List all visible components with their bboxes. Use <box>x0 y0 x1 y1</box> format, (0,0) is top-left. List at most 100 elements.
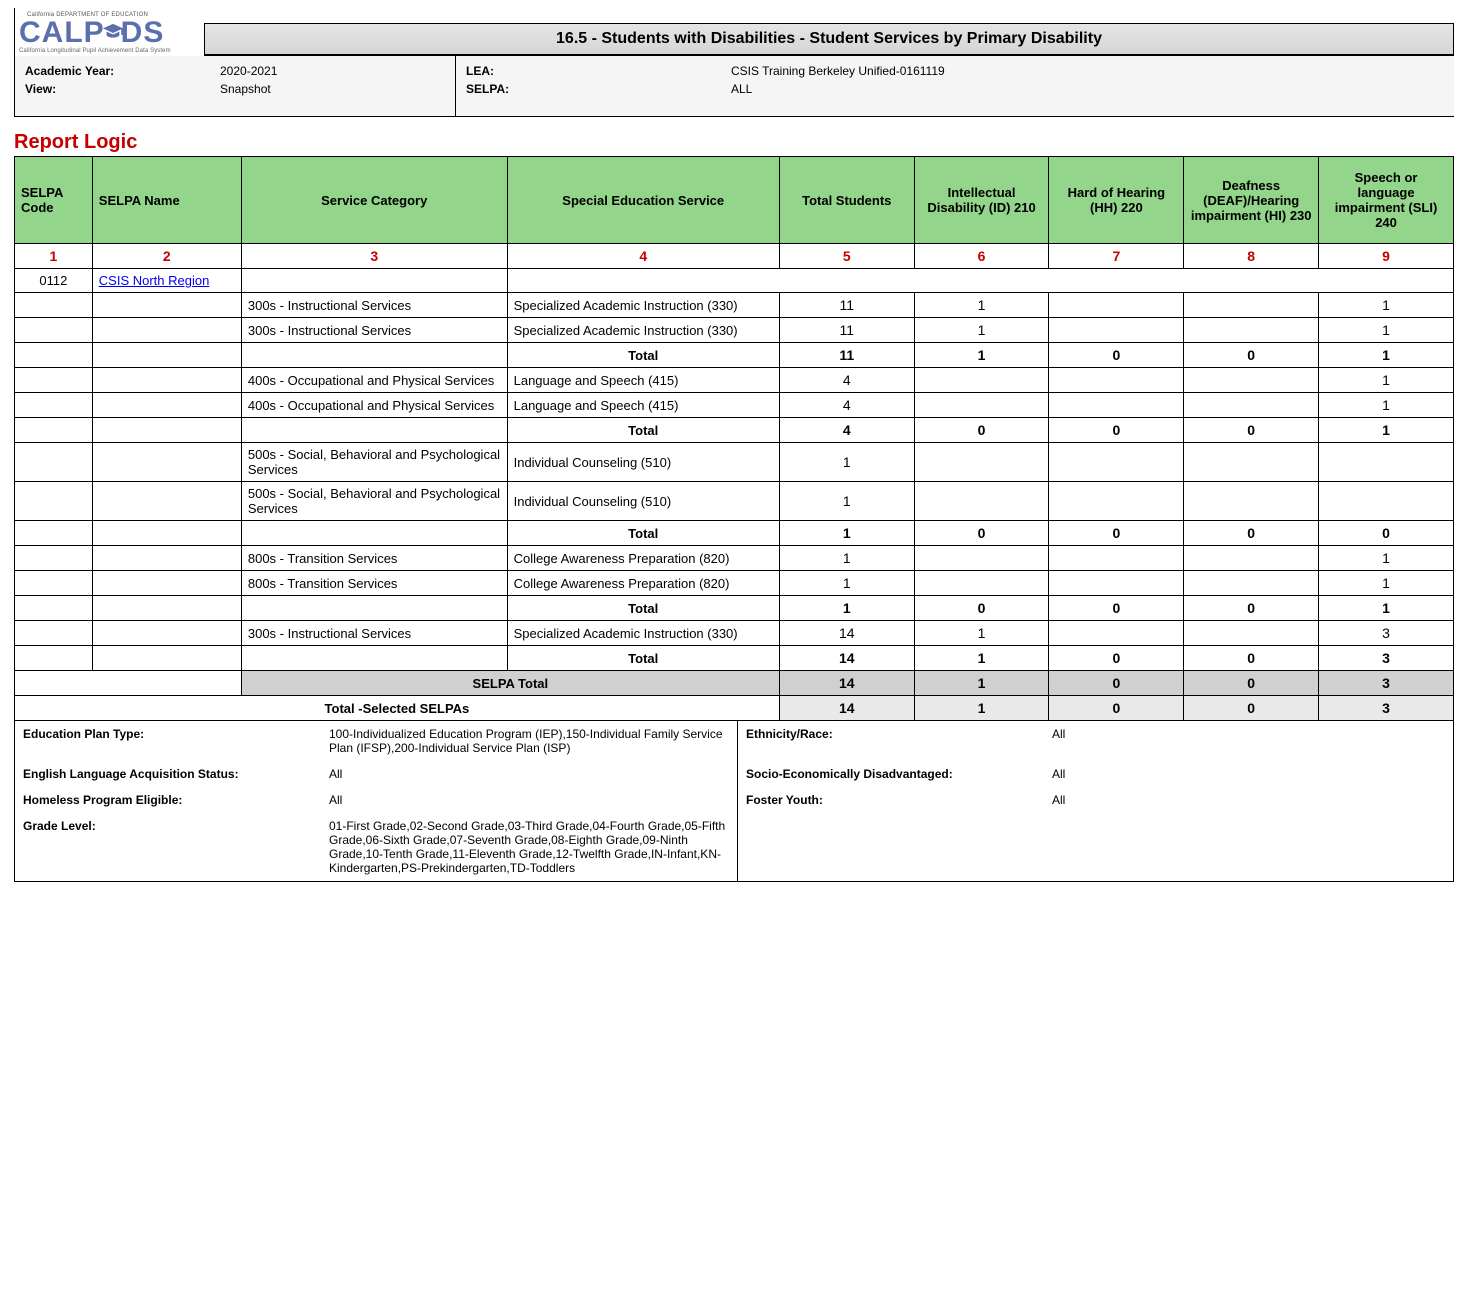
cell-value: 0 <box>1184 646 1319 671</box>
cell-value <box>1049 293 1184 318</box>
blank-cell <box>15 393 93 418</box>
total-label: Total <box>507 596 779 621</box>
service-category: 300s - Instructional Services <box>241 293 507 318</box>
special-ed-service: College Awareness Preparation (820) <box>507 571 779 596</box>
cell-value <box>914 546 1049 571</box>
special-ed-service: Specialized Academic Instruction (330) <box>507 293 779 318</box>
filter-value: 01-First Grade,02-Second Grade,03-Third … <box>321 813 738 882</box>
cell-value: 1 <box>1319 293 1454 318</box>
cell-value: 0 <box>1049 596 1184 621</box>
selpa-total-label: SELPA Total <box>241 671 779 696</box>
blank-cell <box>15 596 93 621</box>
cell-value: 14 <box>779 621 914 646</box>
cell-value: 0 <box>1049 343 1184 368</box>
academic-year-value: 2020-2021 <box>220 62 445 80</box>
blank-cell <box>92 418 241 443</box>
cell-value: 1 <box>1319 546 1454 571</box>
cell-value: 0 <box>1049 646 1184 671</box>
subtotal-row: Total 11 1 0 0 1 <box>15 343 1454 368</box>
cell-value: 4 <box>779 418 914 443</box>
cell-value: 4 <box>779 368 914 393</box>
cell-value: 1 <box>779 443 914 482</box>
col-special-ed-service: Special Education Service <box>507 157 779 244</box>
cell-value: 1 <box>914 646 1049 671</box>
col-sli-240: Speech or language impairment (SLI) 240 <box>1319 157 1454 244</box>
filter-block: Education Plan Type: 100-Individualized … <box>14 721 1454 882</box>
cell-value: 1 <box>914 293 1049 318</box>
lea-value: CSIS Training Berkeley Unified-0161119 <box>731 62 1444 80</box>
blank-cell <box>92 343 241 368</box>
filter-value: All <box>1044 761 1454 787</box>
cell-value: 14 <box>779 671 914 696</box>
table-row: 300s - Instructional Services Specialize… <box>15 293 1454 318</box>
subtotal-row: Total 4 0 0 0 1 <box>15 418 1454 443</box>
cell-value: 1 <box>779 571 914 596</box>
blank-cell <box>15 571 93 596</box>
cell-value: 11 <box>779 343 914 368</box>
selpa-label: SELPA: <box>466 80 711 98</box>
service-category: 300s - Instructional Services <box>241 621 507 646</box>
blank-cell <box>15 546 93 571</box>
cell-value: 3 <box>1319 696 1454 721</box>
cell-value: 1 <box>914 671 1049 696</box>
col-hh-220: Hard of Hearing (HH) 220 <box>1049 157 1184 244</box>
filter-label: Foster Youth: <box>738 787 1045 813</box>
cell-value: 1 <box>1319 596 1454 621</box>
selpa-total-row: SELPA Total 14 1 0 0 3 <box>15 671 1454 696</box>
cell-value: 1 <box>779 596 914 621</box>
calpads-logo: California DEPARTMENT OF EDUCATION CALP … <box>15 8 204 56</box>
table-row: 300s - Instructional Services Specialize… <box>15 318 1454 343</box>
cell-value <box>1184 393 1319 418</box>
cell-value: 1 <box>914 318 1049 343</box>
blank-cell <box>92 318 241 343</box>
table-row: 400s - Occupational and Physical Service… <box>15 393 1454 418</box>
blank-cell <box>507 269 1453 293</box>
filter-label: Grade Level: <box>15 813 322 882</box>
blank-cell <box>241 418 507 443</box>
filter-value: All <box>321 761 738 787</box>
cell-value <box>914 368 1049 393</box>
blank-cell <box>241 646 507 671</box>
cell-value: 1 <box>779 482 914 521</box>
cell-value: 0 <box>1184 521 1319 546</box>
col-hi-230: Deafness (DEAF)/Hearing impairment (HI) … <box>1184 157 1319 244</box>
cell-value <box>1319 482 1454 521</box>
special-ed-service: Language and Speech (415) <box>507 393 779 418</box>
selpa-code-cell: 0112 <box>15 269 93 293</box>
blank-cell <box>92 621 241 646</box>
colnum-9: 9 <box>1319 244 1454 269</box>
filter-label: Homeless Program Eligible: <box>15 787 322 813</box>
cell-value <box>1184 318 1319 343</box>
cell-value <box>1184 293 1319 318</box>
blank-cell <box>92 546 241 571</box>
table-row: 800s - Transition Services College Aware… <box>15 546 1454 571</box>
special-ed-service: Individual Counseling (510) <box>507 482 779 521</box>
cell-value: 0 <box>1049 418 1184 443</box>
cell-value: 0 <box>1184 418 1319 443</box>
cell-value: 0 <box>1049 521 1184 546</box>
subtotal-row: Total 1 0 0 0 0 <box>15 521 1454 546</box>
colnum-4: 4 <box>507 244 779 269</box>
blank-cell <box>92 368 241 393</box>
cell-value: 14 <box>779 646 914 671</box>
grand-total-label: Total -Selected SELPAs <box>15 696 780 721</box>
selpa-name-link[interactable]: CSIS North Region <box>99 273 210 288</box>
service-category: 800s - Transition Services <box>241 571 507 596</box>
cell-value: 3 <box>1319 671 1454 696</box>
cell-value: 14 <box>779 696 914 721</box>
cell-value <box>914 482 1049 521</box>
blank-cell <box>15 293 93 318</box>
report-table: SELPA Code SELPA Name Service Category S… <box>14 156 1454 721</box>
blank-cell <box>241 343 507 368</box>
table-row: 500s - Social, Behavioral and Psychologi… <box>15 482 1454 521</box>
blank-cell <box>92 571 241 596</box>
cell-value: 0 <box>914 596 1049 621</box>
blank-cell <box>241 596 507 621</box>
service-category: 400s - Occupational and Physical Service… <box>241 368 507 393</box>
blank-cell <box>1044 813 1454 882</box>
cell-value <box>1049 571 1184 596</box>
selpa-value: ALL <box>731 80 1444 98</box>
colnum-3: 3 <box>241 244 507 269</box>
cell-value <box>1184 546 1319 571</box>
blank-cell <box>92 521 241 546</box>
